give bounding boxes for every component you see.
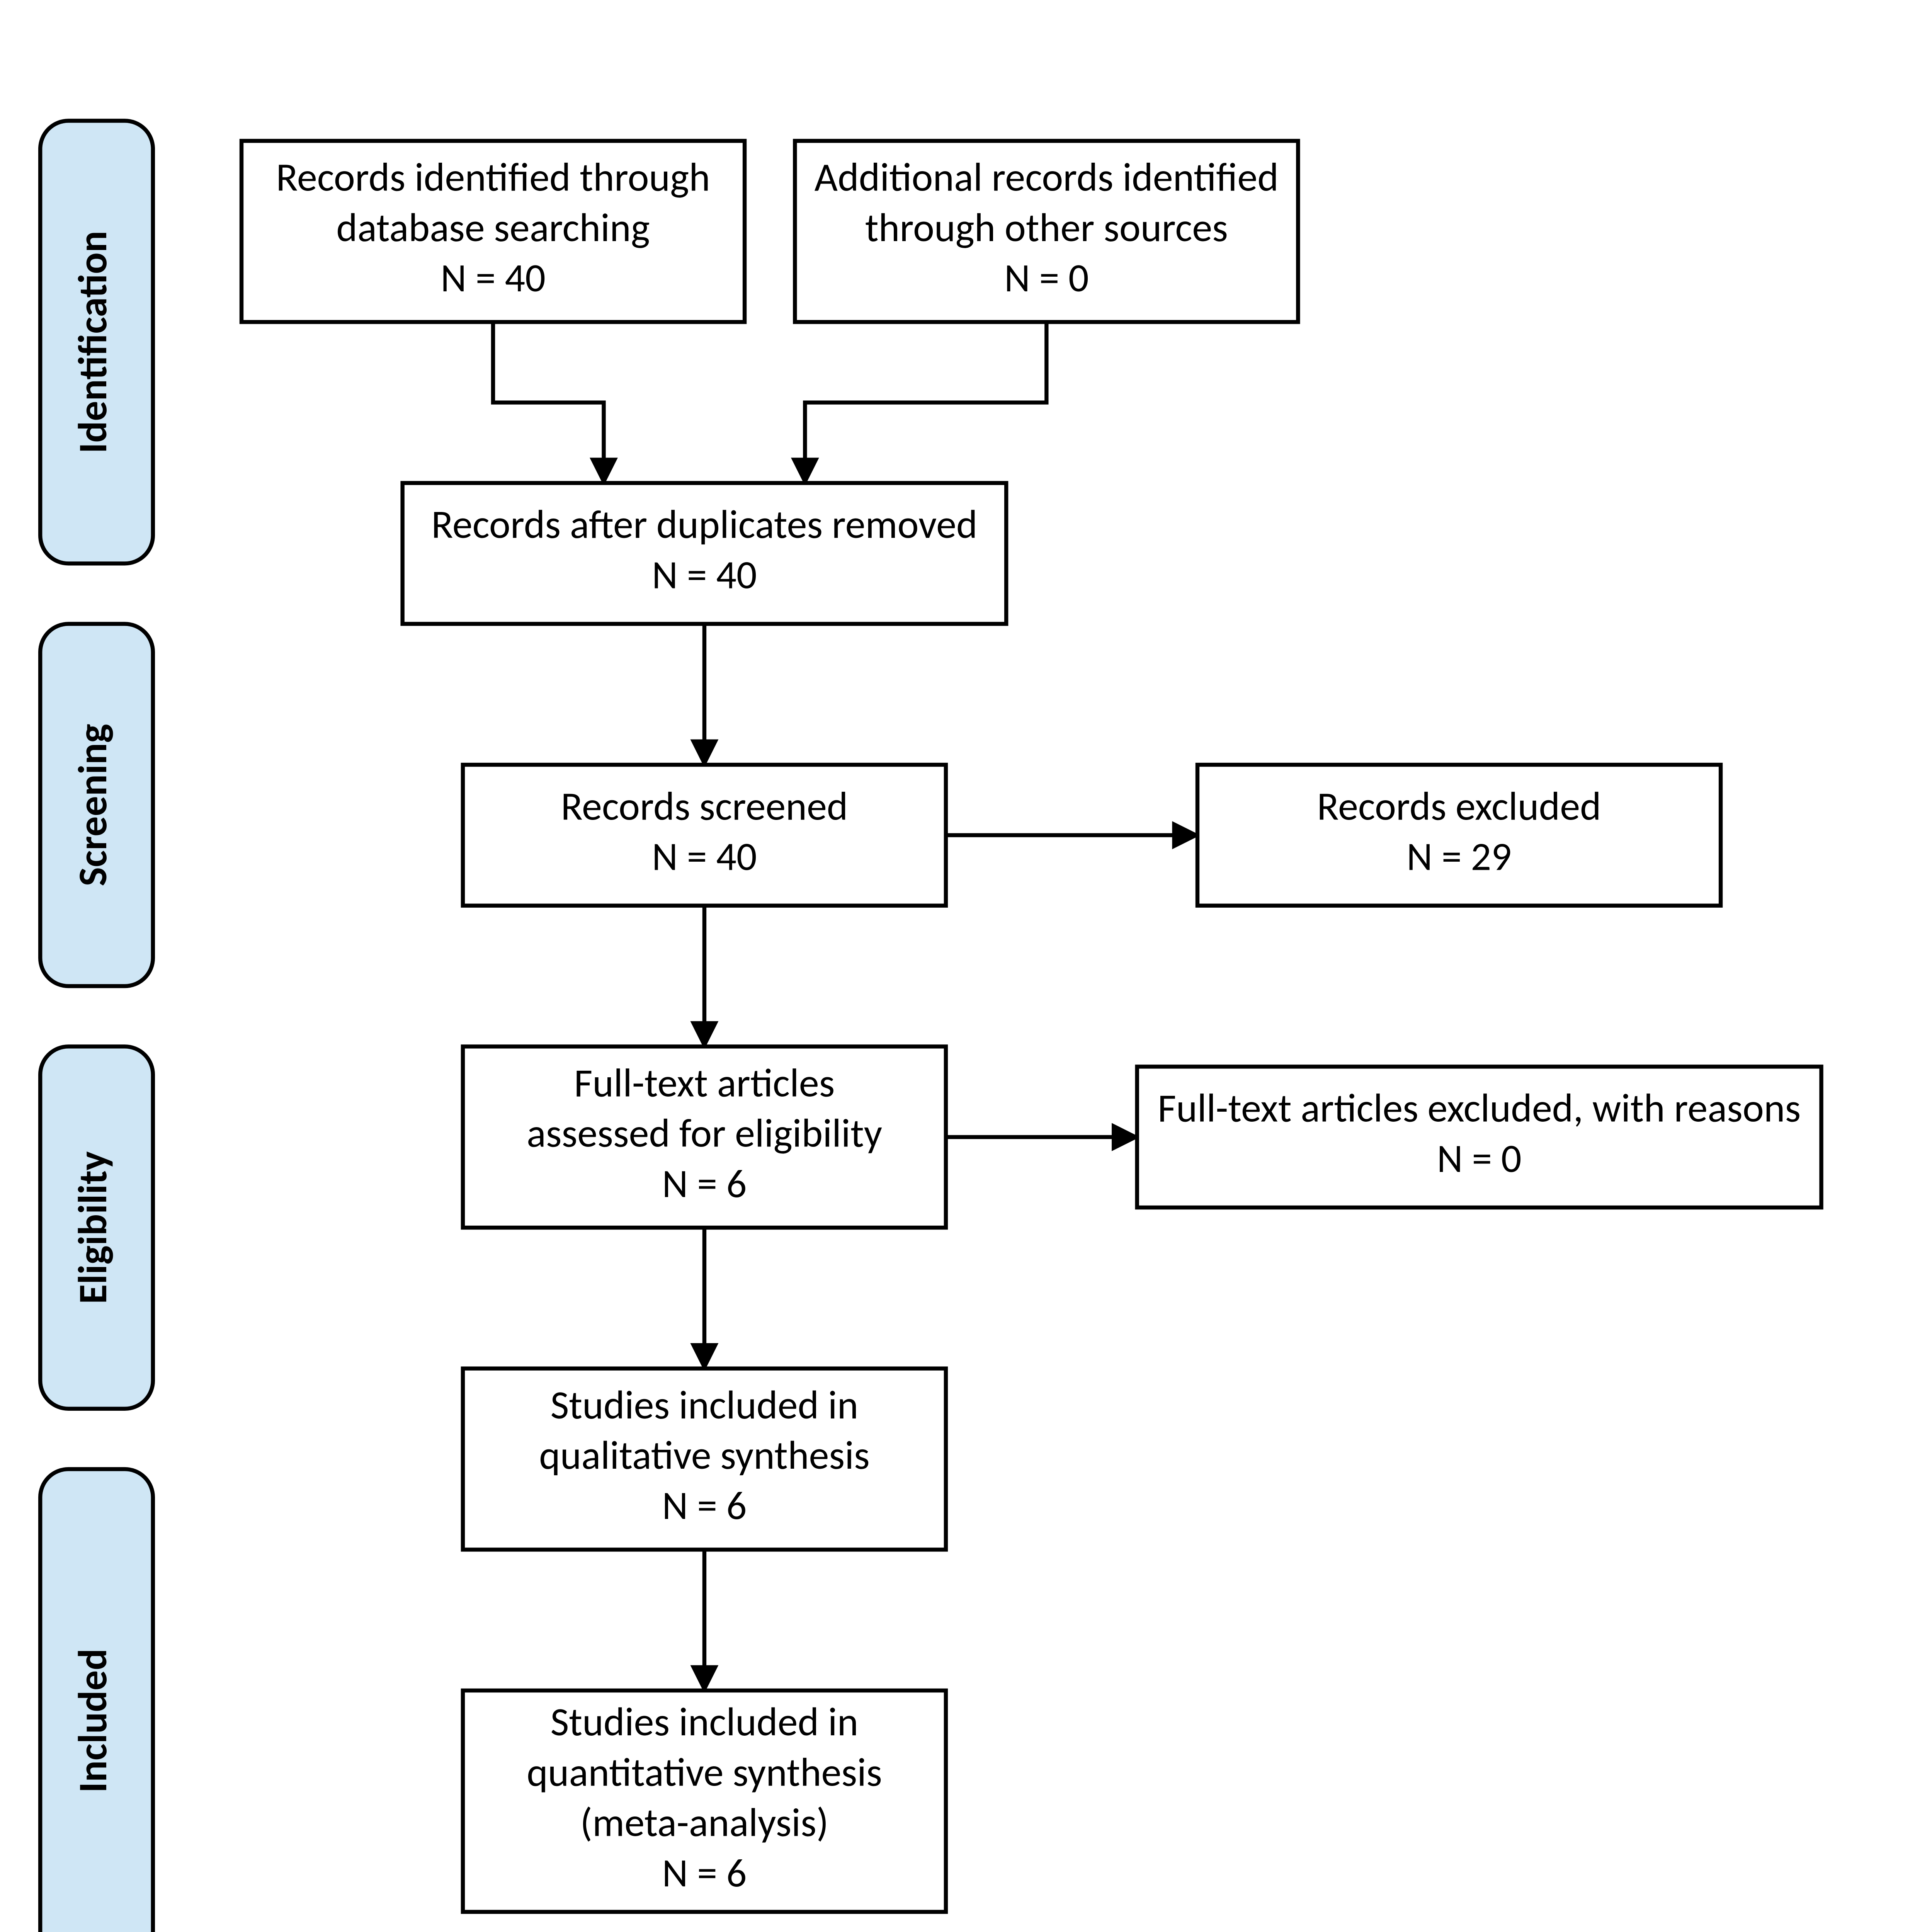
box-dup: Records after duplicates removedN = 40 [403,483,1006,624]
a-other-dup [805,322,1046,483]
box-db: Records identified throughdatabase searc… [242,141,745,322]
box-screened: Records screenedN = 40 [463,765,946,906]
box-quant: Studies included inquantitative synthesi… [463,1690,946,1912]
a-db-dup [493,322,604,483]
box-qual: Studies included inqualitative synthesis… [463,1369,946,1550]
flowchart-svg: Identification Screening Eligibility Includ… [0,0,1932,1932]
box-other: Additional records identifiedthrough oth… [795,141,1298,322]
stage-identification-label: Identification [68,231,117,453]
stage-included-label: Included [68,1649,117,1793]
stage-included: Included [40,1469,153,1932]
prisma-flowchart: Identification Screening Eligibility Includ… [0,0,1932,1932]
box-excluded1: Records excludedN = 29 [1197,765,1721,906]
stage-eligibility-label: Eligibility [68,1151,117,1304]
stage-identification: Identification [40,121,153,563]
stage-screening: Screening [40,624,153,986]
stage-screening-label: Screening [68,724,117,886]
box-excluded2: Full-text articles excluded, with reason… [1137,1066,1821,1208]
stage-eligibility: Eligibility [40,1046,153,1408]
box-fulltext: Full-text articlesassessed for eligibili… [463,1046,946,1228]
